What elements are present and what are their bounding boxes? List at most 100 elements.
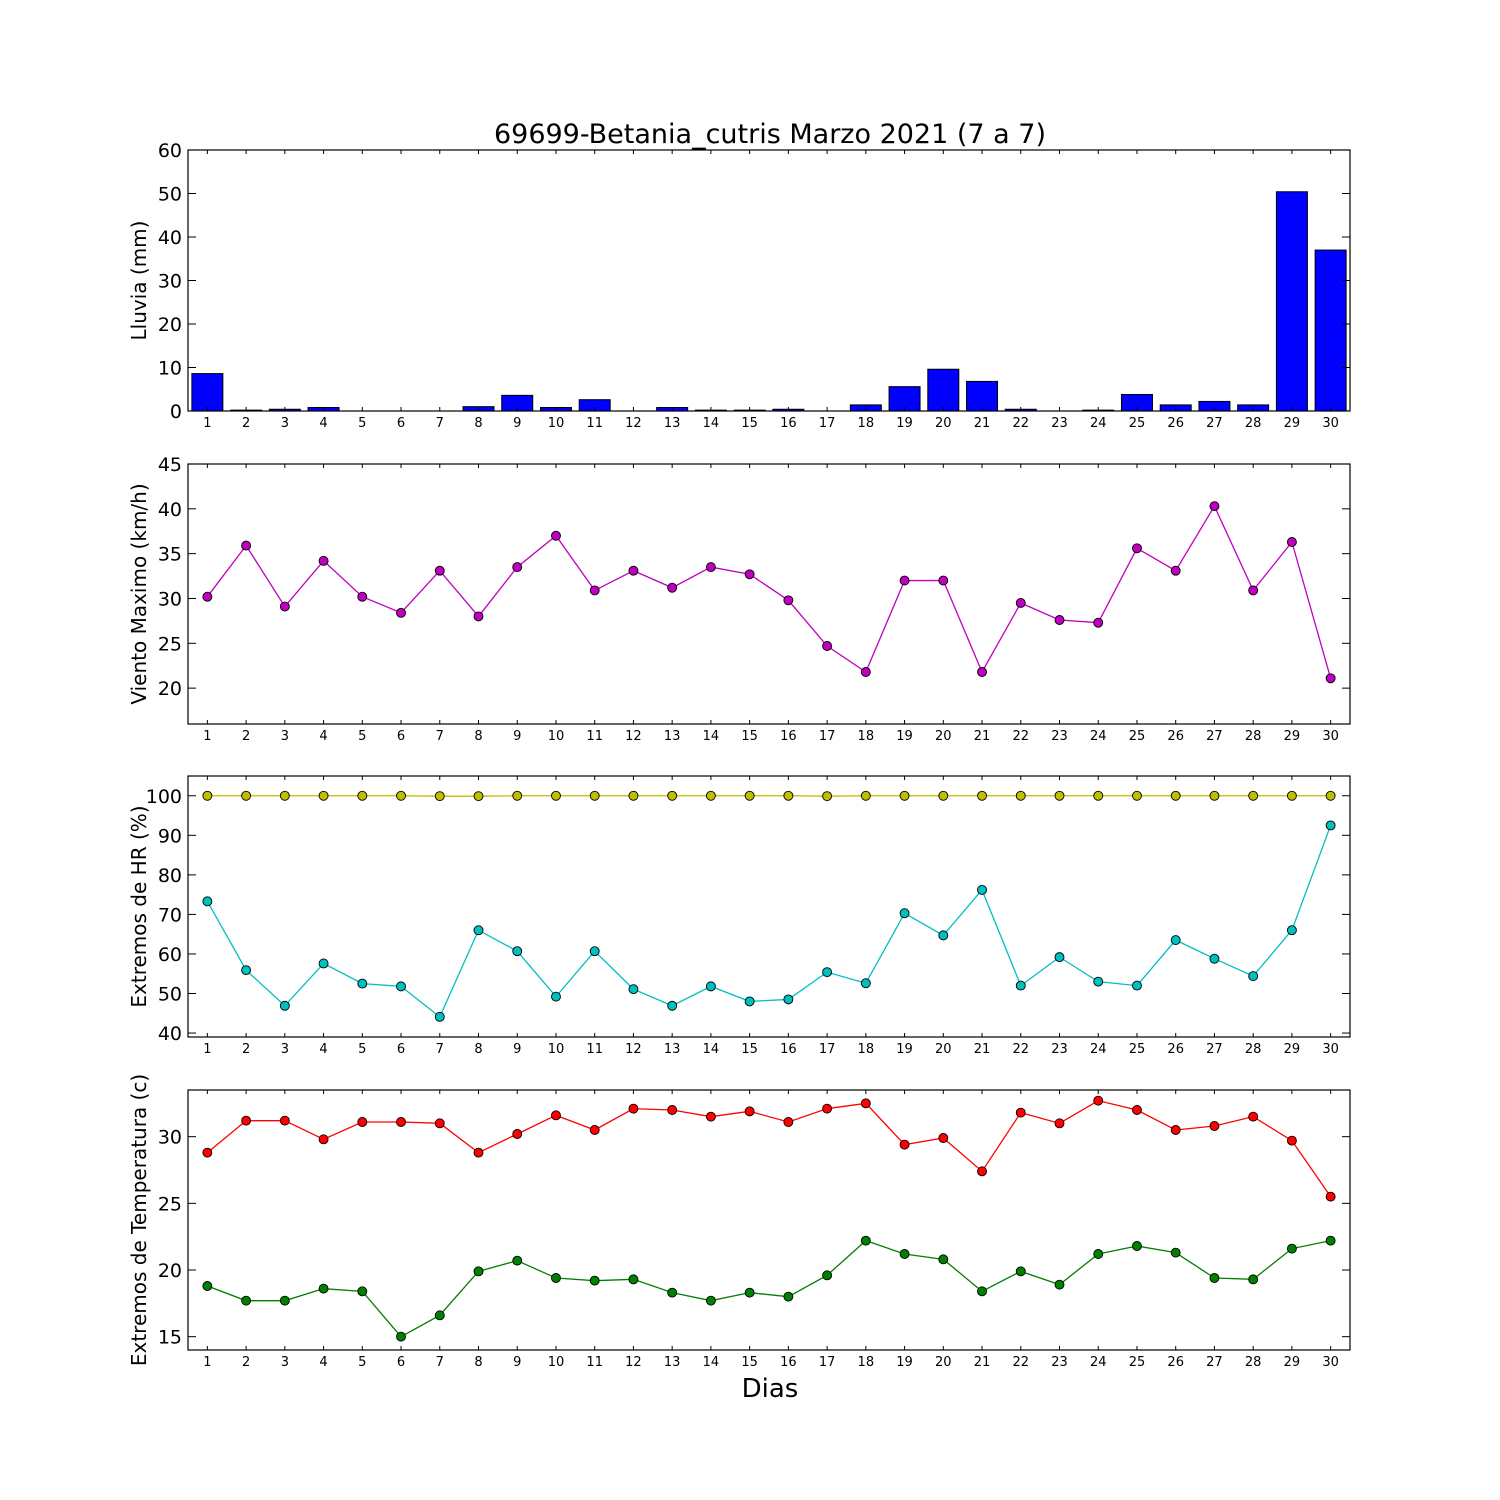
- point-s2-day-3: [279, 1000, 290, 1011]
- x-tick-label: 5: [358, 729, 366, 744]
- x-tick-label: 4: [319, 416, 327, 431]
- x-tick-label: 10: [548, 1042, 565, 1057]
- point-s2-day-1: [202, 1281, 213, 1291]
- x-tick-label: 27: [1206, 1355, 1223, 1370]
- x-tick-label: 29: [1284, 416, 1301, 431]
- point-s1-day-26: [1170, 1125, 1181, 1135]
- point-s2-day-5: [357, 978, 368, 989]
- point-s1-day-25: [1132, 543, 1142, 554]
- point-s2-day-21: [977, 1286, 987, 1297]
- point-s1-day-13: [667, 790, 678, 801]
- x-tick-label: 1: [203, 729, 211, 744]
- point-s1-day-11: [589, 585, 600, 596]
- x-tick-label: 25: [1129, 1042, 1146, 1057]
- x-tick-label: 24: [1090, 1042, 1107, 1057]
- point-s1-day-29: [1286, 537, 1297, 547]
- point-s2-day-12: [628, 984, 639, 995]
- y-tick-label: 20: [158, 678, 182, 700]
- point-s2-day-2: [241, 1295, 252, 1306]
- point-s2-day-14: [705, 1295, 716, 1306]
- point-s1-day-1: [202, 790, 213, 801]
- point-s1-day-25: [1132, 790, 1142, 801]
- point-s1-day-24: [1093, 617, 1104, 628]
- x-tick-label: 12: [625, 1042, 642, 1057]
- x-tick-label: 13: [664, 416, 681, 431]
- x-tick-label: 16: [780, 416, 797, 431]
- point-s1-day-26: [1170, 790, 1181, 801]
- x-tick-label: 23: [1051, 416, 1068, 431]
- panel-2: 1 2 3 4 5 6 7 8 9 10 11 12 13 14 15 16 17 18 19 20 21 22 23 24 2…: [127, 454, 1351, 744]
- point-s1-day-26: [1170, 565, 1181, 576]
- point-s1-day-23: [1054, 615, 1065, 625]
- point-s2-day-9: [512, 1255, 523, 1266]
- chart-panels: 1 2 3 4 5 6 7 8 9 10 11 12 13 14 15 16 17 18 19 20 21 22 23 24 2…: [127, 140, 1351, 1370]
- point-s1-day-22: [1015, 1107, 1026, 1118]
- point-s2-day-25: [1132, 1241, 1142, 1251]
- point-s2-day-22: [1015, 980, 1026, 991]
- point-s1-day-15: [744, 1106, 755, 1117]
- x-tick-label: 21: [974, 729, 991, 744]
- point-s1-day-22: [1015, 598, 1026, 608]
- y-tick-label: 25: [158, 1193, 182, 1215]
- point-s1-day-20: [938, 790, 949, 801]
- point-s2-day-16: [783, 1291, 794, 1302]
- x-tick-label: 21: [974, 416, 991, 431]
- x-tick-label: 27: [1206, 1042, 1223, 1057]
- x-tick-label: 30: [1322, 416, 1339, 431]
- x-tick-label: 9: [513, 729, 521, 744]
- y-tick-label: 70: [158, 904, 182, 926]
- point-s1-day-15: [744, 790, 755, 801]
- x-tick-label: 22: [1012, 416, 1029, 431]
- point-s1-day-23: [1054, 1118, 1065, 1129]
- point-s2-day-17: [822, 1270, 833, 1281]
- point-s2-day-2: [241, 965, 252, 976]
- x-tick-label: 3: [281, 1355, 289, 1370]
- point-s1-day-29: [1286, 790, 1297, 801]
- point-s1-day-8: [473, 791, 484, 802]
- point-s1-day-30: [1325, 1191, 1336, 1202]
- x-tick-label: 17: [819, 1355, 836, 1370]
- x-tick-label: 1: [203, 1042, 211, 1057]
- x-tick-label: 17: [819, 416, 836, 431]
- x-tick-label: 24: [1090, 729, 1107, 744]
- x-tick-label: 30: [1322, 729, 1339, 744]
- x-tick-label: 30: [1322, 1042, 1339, 1057]
- point-s2-day-27: [1209, 1273, 1220, 1283]
- y-tick-label: 40: [158, 227, 182, 249]
- x-tick-label: 22: [1012, 1355, 1029, 1370]
- x-tick-label: 19: [896, 1042, 913, 1057]
- x-tick-label: 9: [513, 1355, 521, 1370]
- x-tick-label: 25: [1129, 1355, 1146, 1370]
- y-axis-label: Viento Maximo (km/h): [127, 483, 151, 704]
- point-s1-day-8: [473, 1147, 484, 1158]
- x-tick-label: 23: [1051, 1042, 1068, 1057]
- point-s2-day-10: [551, 991, 561, 1002]
- point-s1-day-16: [783, 790, 794, 801]
- point-s2-day-22: [1015, 1266, 1026, 1277]
- point-s1-day-9: [512, 562, 523, 573]
- bar-day-29: [1275, 191, 1308, 412]
- y-tick-label: 60: [158, 944, 182, 966]
- x-tick-label: 21: [974, 1355, 991, 1370]
- x-tick-label: 30: [1322, 1355, 1339, 1370]
- x-tick-label: 5: [358, 1042, 366, 1057]
- x-tick-label: 20: [935, 1042, 952, 1057]
- x-tick-label: 2: [242, 729, 250, 744]
- y-tick-label: 25: [158, 633, 182, 655]
- x-tick-label: 7: [436, 1355, 444, 1370]
- x-tick-label: 25: [1129, 729, 1146, 744]
- point-s1-day-9: [512, 790, 523, 801]
- series-line-1: [206, 504, 1332, 679]
- series-line-2: [206, 825, 1332, 1018]
- point-s1-day-2: [241, 540, 252, 551]
- point-s2-day-23: [1054, 1279, 1065, 1290]
- x-tick-label: 28: [1245, 1355, 1262, 1370]
- point-s2-day-13: [667, 1287, 678, 1298]
- x-tick-label: 10: [548, 1355, 565, 1370]
- x-tick-label: 16: [780, 1355, 797, 1370]
- point-s1-day-19: [899, 575, 910, 586]
- x-tick-label: 15: [741, 416, 758, 431]
- x-tick-label: 12: [625, 1355, 642, 1370]
- point-s1-day-12: [628, 565, 639, 576]
